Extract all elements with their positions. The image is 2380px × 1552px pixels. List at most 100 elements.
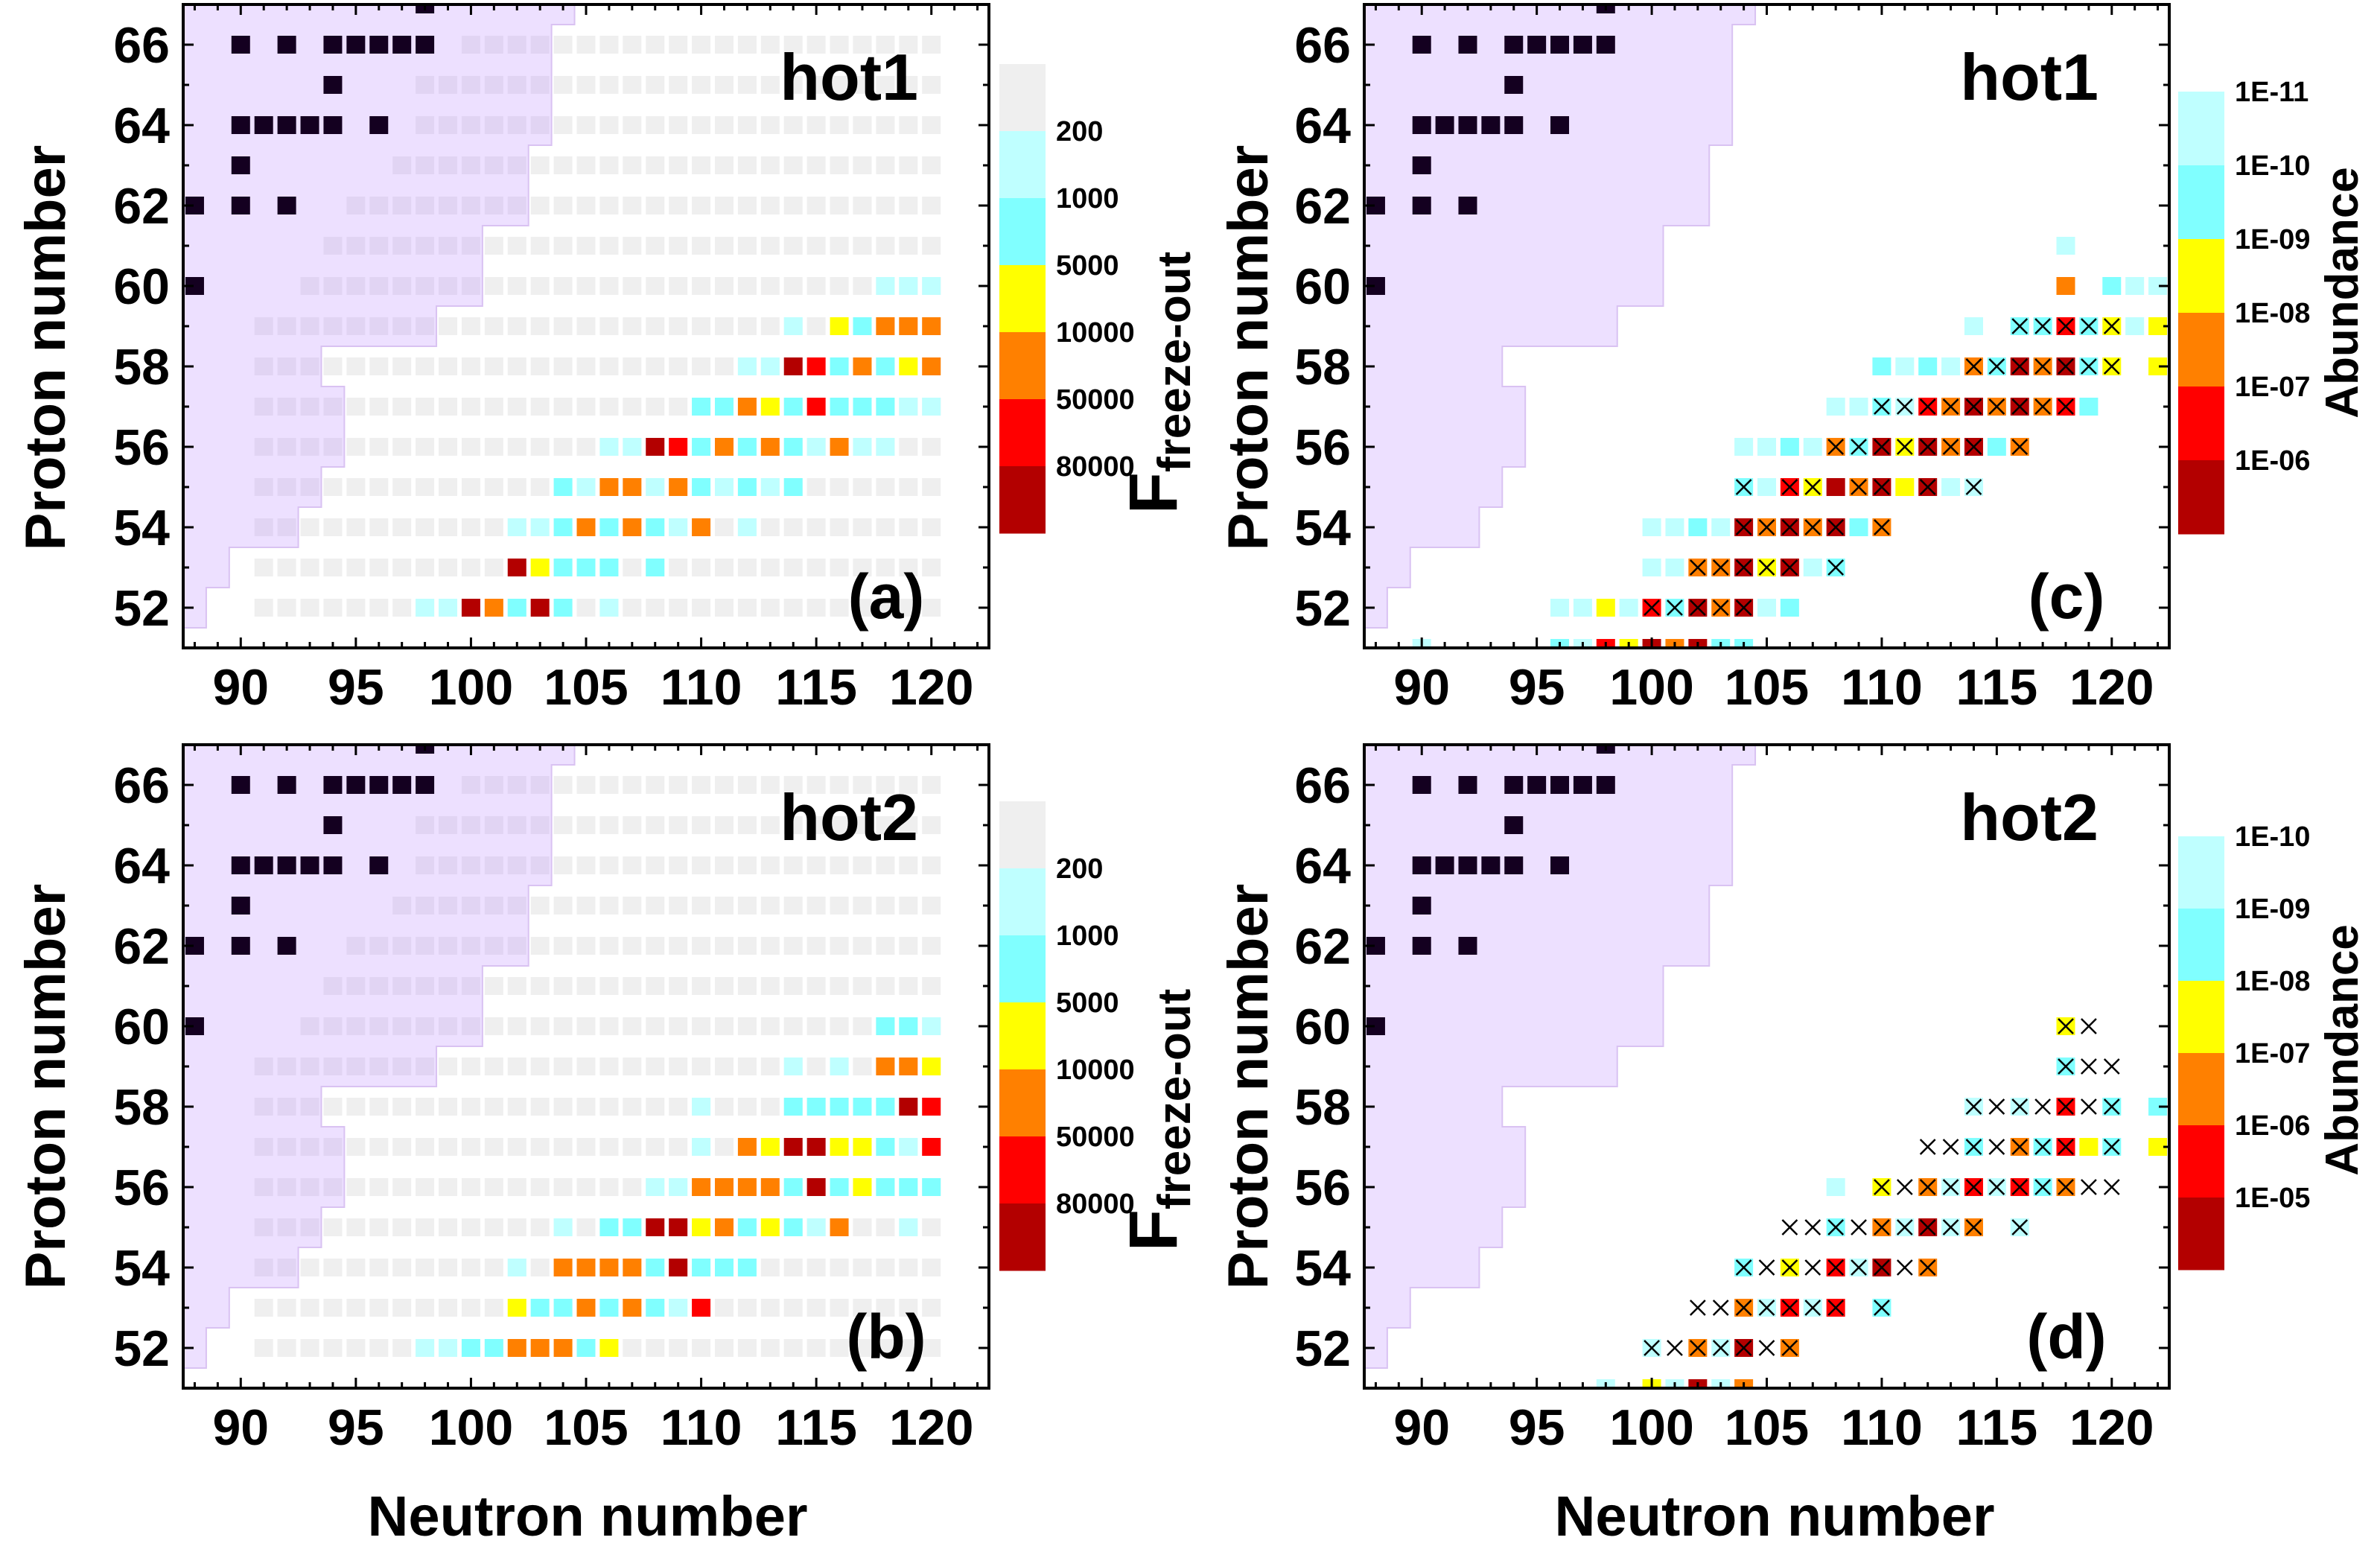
cross-marker bbox=[1735, 479, 1752, 495]
nucleus-cell bbox=[553, 1299, 573, 1317]
network-nucleus-cell bbox=[392, 1299, 412, 1317]
nucleus-cell bbox=[2056, 277, 2075, 295]
network-nucleus-cell bbox=[277, 317, 296, 335]
nucleus-cell bbox=[416, 1339, 435, 1357]
network-nucleus-cell bbox=[323, 398, 343, 416]
network-nucleus-cell bbox=[646, 776, 665, 794]
network-nucleus-cell bbox=[737, 816, 757, 834]
network-nucleus-cell bbox=[553, 398, 573, 416]
cross-marker bbox=[1735, 559, 1752, 576]
x-tick-label: 95 bbox=[328, 1399, 384, 1456]
network-nucleus-cell bbox=[646, 977, 665, 995]
network-nucleus-cell bbox=[346, 518, 366, 536]
stable-nucleus bbox=[300, 856, 319, 874]
cross-marker bbox=[1919, 1139, 1936, 1155]
cross-marker bbox=[2034, 1179, 2052, 1195]
network-nucleus-cell bbox=[646, 816, 665, 834]
network-nucleus-cell bbox=[806, 36, 826, 54]
stable-nucleus bbox=[323, 36, 343, 54]
nucleus-cell bbox=[783, 317, 803, 335]
colorbar-swatch bbox=[999, 131, 1046, 199]
network-nucleus-cell bbox=[783, 559, 803, 576]
y-tick-label: 64 bbox=[1294, 838, 1351, 894]
network-nucleus-cell bbox=[692, 1339, 711, 1357]
panel-label: (b) bbox=[846, 1302, 926, 1372]
panel-c: 90 95 100 105 110 115 120 52 54 56 58 60 62 64 66 hot1 (… bbox=[1217, 3, 2368, 716]
network-nucleus-cell bbox=[346, 197, 366, 214]
cross-marker bbox=[1874, 1300, 1890, 1316]
network-nucleus-cell bbox=[416, 1259, 435, 1276]
cross-marker bbox=[1712, 559, 1729, 576]
network-nucleus-cell bbox=[346, 1017, 366, 1035]
nucleus-cell bbox=[806, 438, 826, 456]
network-nucleus-cell bbox=[439, 518, 458, 536]
stable-region bbox=[183, 745, 576, 1369]
network-nucleus-cell bbox=[507, 1218, 526, 1236]
network-nucleus-cell bbox=[392, 897, 412, 915]
cross-marker bbox=[1965, 1219, 1982, 1235]
network-nucleus-cell bbox=[806, 937, 826, 955]
nucleus-cell bbox=[876, 277, 895, 295]
network-nucleus-cell bbox=[507, 1138, 526, 1156]
network-nucleus-cell bbox=[369, 518, 389, 536]
y-tick-label: 62 bbox=[1294, 178, 1351, 235]
nucleus-cell bbox=[416, 599, 435, 617]
network-nucleus-cell bbox=[783, 277, 803, 295]
stable-nucleus bbox=[1596, 776, 1615, 794]
nucleus-cell bbox=[783, 1138, 803, 1156]
network-nucleus-cell bbox=[346, 1098, 366, 1116]
network-nucleus-cell bbox=[369, 1178, 389, 1196]
network-nucleus-cell bbox=[416, 1299, 435, 1317]
nucleus-cell bbox=[899, 317, 918, 335]
network-nucleus-cell bbox=[922, 856, 941, 874]
colorbar-tick-label: 1E-07 bbox=[2235, 1038, 2310, 1069]
network-nucleus-cell bbox=[853, 237, 872, 255]
x-axis-title: Neutron number bbox=[367, 1485, 807, 1548]
network-nucleus-cell bbox=[530, 237, 550, 255]
network-nucleus-cell bbox=[830, 36, 849, 54]
cross-marker bbox=[1667, 1340, 1683, 1356]
cross-marker bbox=[1942, 1219, 1959, 1235]
network-nucleus-cell bbox=[922, 156, 941, 174]
network-nucleus-cell bbox=[507, 398, 526, 416]
nucleus-cell bbox=[646, 1299, 665, 1317]
network-nucleus-cell bbox=[899, 116, 918, 134]
network-nucleus-cell bbox=[369, 937, 389, 955]
y-axis-title: Proton number bbox=[14, 884, 77, 1290]
network-nucleus-cell bbox=[553, 76, 573, 94]
network-nucleus-cell bbox=[922, 1339, 941, 1357]
network-nucleus-cell bbox=[853, 1339, 872, 1357]
cross-marker bbox=[2081, 1058, 2097, 1075]
nucleus-cell bbox=[760, 478, 780, 496]
cross-marker bbox=[1689, 559, 1706, 576]
y-tick-label: 58 bbox=[113, 1079, 170, 1136]
y-tick-label: 60 bbox=[113, 999, 170, 1055]
network-nucleus-cell bbox=[876, 478, 895, 496]
cross-marker bbox=[1644, 600, 1660, 616]
network-nucleus-cell bbox=[853, 1299, 872, 1317]
cross-marker bbox=[2011, 318, 2029, 334]
nucleus-cell bbox=[830, 1098, 849, 1116]
network-nucleus-cell bbox=[646, 1339, 665, 1357]
network-nucleus-cell bbox=[530, 1218, 550, 1236]
network-nucleus-cell bbox=[853, 856, 872, 874]
network-nucleus-cell bbox=[439, 1017, 458, 1035]
nucleus-cell bbox=[853, 357, 872, 375]
network-nucleus-cell bbox=[714, 559, 734, 576]
nucleus-cell bbox=[1803, 438, 1822, 456]
cross-marker bbox=[1874, 439, 1890, 455]
network-nucleus-cell bbox=[830, 1299, 849, 1317]
cross-marker bbox=[2103, 1139, 2120, 1155]
network-nucleus-cell bbox=[439, 1299, 458, 1317]
network-nucleus-cell bbox=[346, 357, 366, 375]
stable-nucleus bbox=[1504, 816, 1524, 834]
x-tick-label: 90 bbox=[1393, 1399, 1450, 1456]
nucleus-cell bbox=[853, 1138, 872, 1156]
network-nucleus-cell bbox=[392, 977, 412, 995]
plot-area bbox=[183, 745, 941, 1369]
y-tick-label: 66 bbox=[113, 757, 170, 814]
network-nucleus-cell bbox=[484, 36, 503, 54]
network-nucleus-cell bbox=[646, 317, 665, 335]
network-nucleus-cell bbox=[737, 1058, 757, 1075]
nucleus-cell bbox=[1987, 438, 2006, 456]
